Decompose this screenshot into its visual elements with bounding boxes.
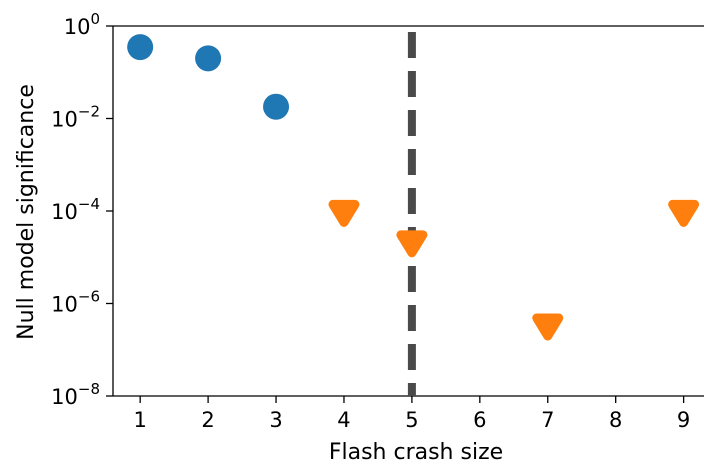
- x-tick-label: 9: [677, 408, 690, 432]
- circle-marker: [195, 45, 222, 72]
- triangle-down-marker: [532, 313, 564, 341]
- x-tick-label: 6: [473, 408, 486, 432]
- x-tick-label: 8: [609, 408, 622, 432]
- x-axis-ticks: 1 2 3 4 5 6 7 8 9: [133, 396, 690, 432]
- y-tick-label: 10−8: [51, 380, 100, 409]
- circle-marker: [127, 34, 154, 61]
- data-points: [127, 34, 700, 341]
- x-tick-label: 7: [541, 408, 554, 432]
- y-tick-label: 10−4: [51, 195, 100, 224]
- y-tick-label: 10−6: [51, 288, 100, 317]
- y-axis-ticks: 10−8 10−6 10−4 10−2 100: [51, 10, 113, 409]
- circle-marker: [263, 93, 290, 120]
- x-tick-label: 2: [201, 408, 214, 432]
- x-tick-label: 1: [133, 408, 146, 432]
- y-axis-title: Null model significance: [14, 84, 39, 340]
- x-tick-label: 3: [269, 408, 282, 432]
- y-tick-label: 10−2: [51, 103, 100, 132]
- y-tick-label: 100: [64, 10, 100, 39]
- x-tick-label: 4: [337, 408, 350, 432]
- triangle-down-marker: [668, 199, 700, 227]
- triangle-down-marker: [328, 199, 360, 227]
- x-tick-label: 5: [405, 408, 418, 432]
- x-axis-title: Flash crash size: [329, 440, 503, 464]
- triangle-down-marker: [396, 230, 428, 258]
